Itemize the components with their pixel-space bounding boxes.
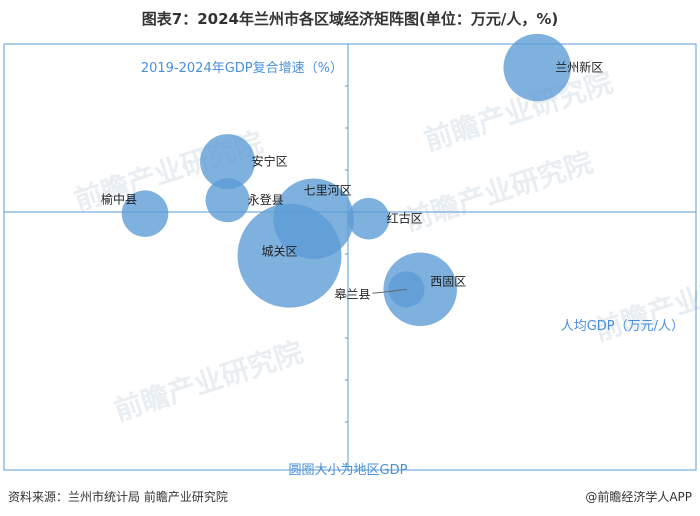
bubble-七里河区 (273, 178, 354, 259)
bubble-永登县 (205, 178, 250, 223)
bubble-label: 榆中县 (101, 192, 137, 207)
bubble-label: 城关区 (262, 245, 298, 259)
bubble-红古区 (347, 197, 390, 240)
bubble-安宁区 (200, 134, 256, 190)
bubble-label: 皋兰县 (334, 286, 370, 301)
bubble-label: 七里河区 (304, 184, 352, 198)
size-legend-label: 圆圈大小为地区GDP (289, 463, 408, 478)
chart-title: 图表7：2024年兰州市各区域经济矩阵图(单位：万元/人，%) (141, 10, 559, 28)
bubble-label: 安宁区 (252, 154, 288, 169)
bubble-兰州新区 (503, 33, 571, 102)
bubble-榆中县 (121, 190, 169, 237)
bubble-label: 西固区 (430, 274, 466, 288)
leader-line (372, 288, 407, 294)
y-axis-label: 2019-2024年GDP复合增速（%） (141, 61, 343, 76)
bubble-label: 红古区 (387, 211, 423, 226)
source-note: 资料来源：兰州市统计局 前瞻产业研究院 (8, 490, 228, 504)
bubble-label: 兰州新区 (555, 60, 603, 75)
plot-frame (3, 43, 697, 471)
x-axis-label: 人均GDP（万元/人） (561, 319, 684, 334)
credit-note: @前瞻经济学人APP (585, 490, 692, 504)
bubble-label: 永登县 (248, 192, 284, 207)
